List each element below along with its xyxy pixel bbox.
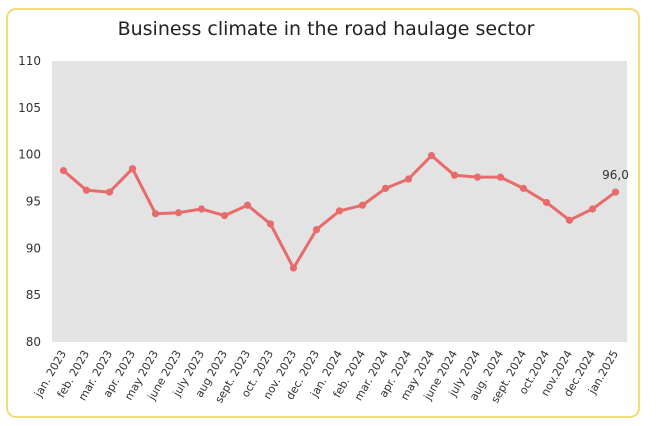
data-point (220, 211, 229, 220)
data-point (358, 201, 367, 209)
data-point (565, 216, 574, 224)
data-point (82, 186, 91, 194)
data-point (59, 166, 68, 175)
data-point (151, 210, 160, 218)
data-labels: 96,0 (602, 168, 629, 182)
y-tick-label: 85 (26, 288, 41, 302)
y-tick-label: 95 (26, 195, 41, 209)
data-point (404, 175, 413, 183)
y-tick-label: 110 (18, 54, 41, 68)
data-point (588, 205, 597, 213)
data-point (611, 188, 620, 196)
y-tick-label: 80 (26, 335, 41, 349)
y-tick-label: 105 (18, 101, 41, 115)
data-point (542, 198, 551, 207)
y-axis: 80 85 90 95 100 105 110 (18, 54, 41, 349)
data-point (450, 171, 459, 179)
data-point (174, 209, 183, 217)
data-points (59, 152, 620, 272)
data-point (496, 173, 505, 181)
data-label: 96,0 (602, 168, 629, 182)
data-point (243, 201, 252, 209)
data-point (335, 207, 344, 215)
y-tick-label: 100 (18, 148, 41, 162)
data-point (381, 184, 390, 192)
data-point (105, 188, 114, 196)
data-point (427, 152, 436, 160)
data-point (197, 205, 206, 213)
data-point (266, 220, 275, 228)
plot-area (52, 61, 627, 342)
data-point (128, 165, 137, 173)
data-point (473, 173, 482, 181)
y-tick-label: 90 (26, 241, 41, 255)
data-point (519, 184, 528, 192)
chart-title: Business climate in the road haulage sec… (117, 18, 535, 40)
data-point (312, 226, 321, 234)
data-point (289, 264, 298, 272)
